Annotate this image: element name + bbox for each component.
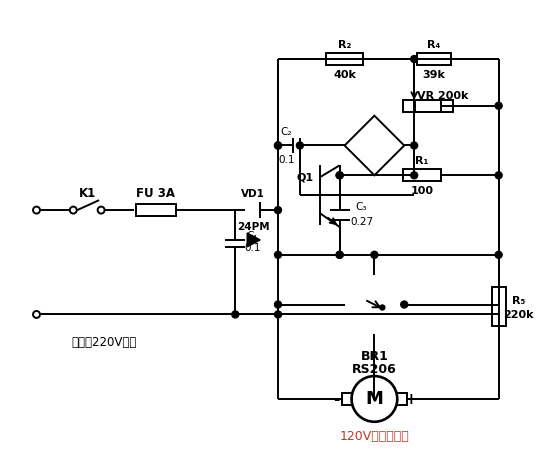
Polygon shape (247, 233, 260, 247)
Text: 交流～220V输入: 交流～220V输入 (72, 336, 136, 349)
Polygon shape (344, 116, 404, 176)
Circle shape (274, 301, 282, 308)
Circle shape (274, 142, 282, 149)
Text: C₂: C₂ (280, 126, 292, 137)
Circle shape (336, 172, 343, 179)
Text: 39k: 39k (423, 70, 446, 80)
Text: RS206: RS206 (352, 363, 397, 376)
Text: R₁: R₁ (415, 157, 429, 166)
Circle shape (336, 172, 343, 179)
Text: VD1: VD1 (241, 189, 265, 199)
Text: 100: 100 (411, 186, 434, 196)
Text: 0.27: 0.27 (350, 217, 373, 227)
Text: +: + (405, 392, 418, 407)
Text: FU 3A: FU 3A (136, 187, 176, 200)
Text: 0.1: 0.1 (279, 155, 295, 166)
Circle shape (495, 172, 502, 179)
Text: VR 200k: VR 200k (418, 91, 468, 101)
Text: C₃: C₃ (356, 202, 367, 212)
Circle shape (411, 55, 418, 63)
Text: BR1: BR1 (361, 350, 389, 363)
Circle shape (495, 102, 502, 109)
Circle shape (411, 142, 418, 149)
Circle shape (336, 252, 343, 258)
Bar (492, 287, 505, 326)
Circle shape (380, 305, 385, 310)
Circle shape (274, 311, 282, 318)
Text: M: M (366, 390, 383, 408)
Text: 220k: 220k (503, 310, 534, 320)
Text: -: - (334, 392, 340, 407)
Circle shape (274, 252, 282, 258)
Text: 120V直流电动机: 120V直流电动机 (339, 430, 409, 443)
Circle shape (495, 252, 502, 258)
Bar (417, 53, 451, 65)
Text: 24PM: 24PM (237, 222, 269, 232)
Circle shape (371, 252, 378, 258)
Text: R₄: R₄ (427, 40, 440, 50)
Bar (342, 393, 352, 405)
Bar (403, 100, 441, 112)
Text: 40k: 40k (333, 70, 356, 80)
Bar (415, 100, 453, 112)
Text: 0.1: 0.1 (244, 243, 260, 253)
Circle shape (274, 207, 282, 214)
Text: R₅: R₅ (512, 296, 525, 306)
Text: K1: K1 (79, 187, 96, 200)
Text: C₁: C₁ (247, 231, 258, 241)
Bar (136, 204, 176, 216)
Circle shape (296, 142, 304, 149)
Circle shape (274, 142, 282, 149)
Bar (397, 393, 407, 405)
Circle shape (411, 172, 418, 179)
Circle shape (401, 301, 408, 308)
Circle shape (232, 311, 239, 318)
Bar (326, 53, 363, 65)
Text: Q1: Q1 (296, 172, 314, 182)
Bar (403, 169, 441, 181)
Text: R₂: R₂ (338, 40, 351, 50)
Circle shape (336, 252, 343, 258)
